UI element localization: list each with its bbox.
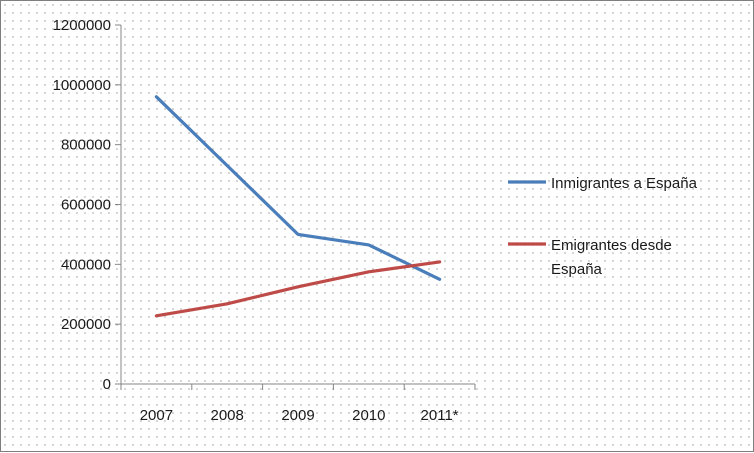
legend-label: Inmigrantes a España [551, 175, 698, 192]
y-tick-label: 600000 [61, 197, 111, 214]
series-layer [154, 95, 442, 318]
x-tick-label: 2011* [421, 407, 459, 424]
y-tick-label: 800000 [61, 137, 111, 154]
y-tick-label: 200000 [61, 316, 111, 333]
y-tick-label: 1000000 [53, 77, 111, 94]
axes: 0 200000 400000 600000 800000 1000000 1200000 2… [53, 17, 476, 424]
series-line-2 [154, 260, 442, 318]
x-tick-label: 2008 [211, 407, 244, 424]
y-tick-label: 1200000 [53, 17, 111, 34]
x-tick-label: 2007 [140, 407, 173, 424]
y-tick-label: 0 [103, 376, 111, 393]
y-tick-label: 400000 [61, 256, 111, 273]
legend-label: Emigrantes desde [551, 237, 672, 254]
x-tick-label: 2009 [281, 407, 314, 424]
legend-label: España [551, 261, 603, 278]
legend: Inmigrantes a España Emigrantes desde Espa… [508, 175, 698, 278]
series-line-1 [154, 95, 442, 281]
x-tick-label: 2010 [352, 407, 385, 424]
